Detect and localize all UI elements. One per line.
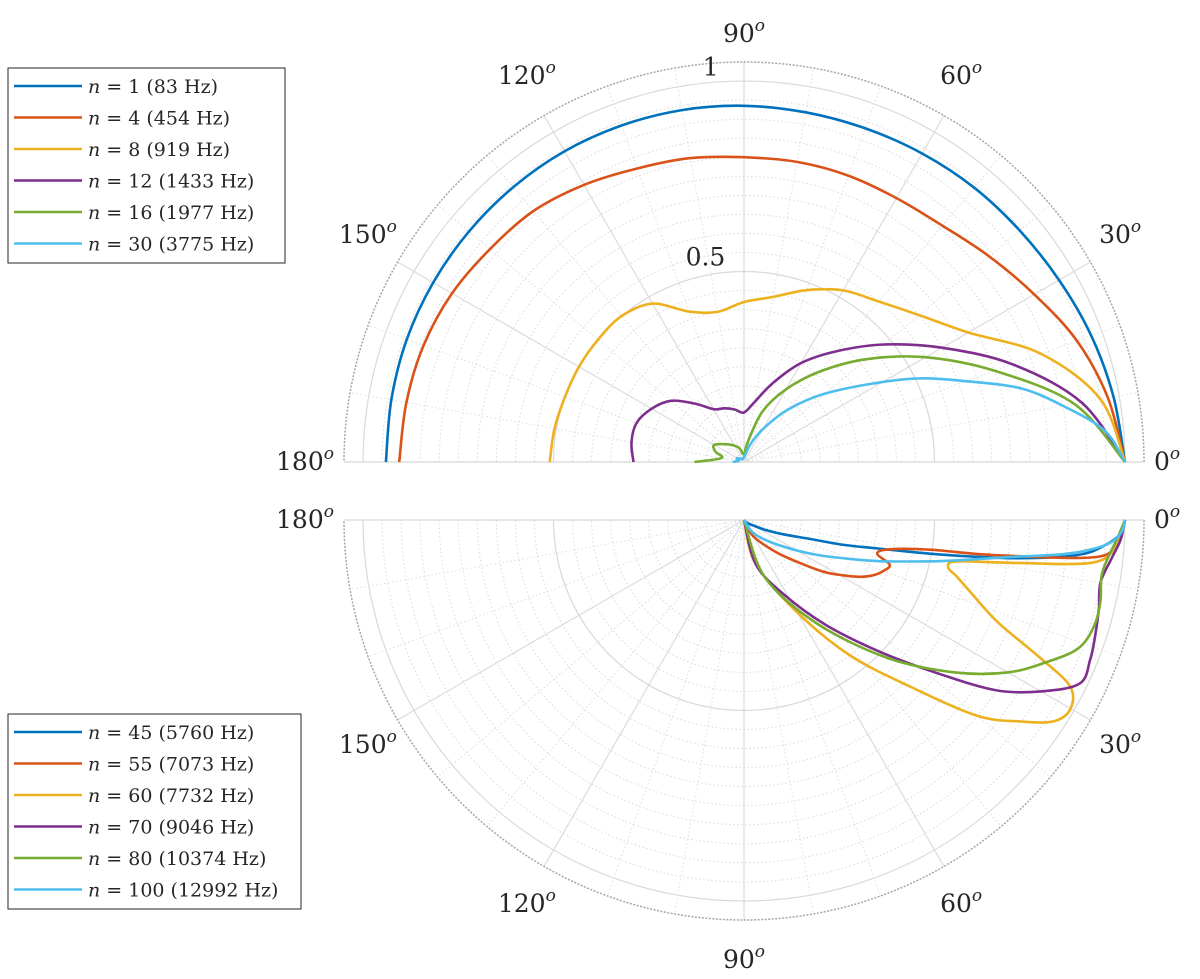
minor-grid-spoke bbox=[743, 85, 882, 463]
minor-grid-spoke bbox=[367, 324, 745, 463]
series-line-n-55 bbox=[742, 519, 1127, 579]
legend-box bbox=[7, 713, 302, 910]
minor-grid-spoke bbox=[606, 85, 745, 463]
major-grid-spoke bbox=[743, 261, 1091, 463]
series-line-n-4 bbox=[397, 155, 1127, 463]
angle-tick-label-0: 0o bbox=[1154, 444, 1180, 476]
minor-grid-spoke bbox=[674, 67, 745, 463]
minor-grid-spoke bbox=[743, 519, 1051, 778]
minor-grid-spoke bbox=[349, 392, 745, 463]
minor-grid-circle bbox=[629, 347, 859, 463]
minor-grid-spoke bbox=[743, 392, 1139, 463]
legend-entry-n-100: n = 100 (12992 Hz) bbox=[88, 880, 278, 902]
major-grid-spoke bbox=[543, 519, 745, 867]
major-grid-spoke bbox=[543, 115, 745, 463]
legend-entry-n-1: n = 1 (83 Hz) bbox=[88, 76, 218, 98]
minor-grid-circle bbox=[591, 309, 897, 463]
angle-tick-label-0: 0o bbox=[1154, 502, 1180, 534]
major-grid-spoke bbox=[743, 519, 1091, 721]
minor-grid-circle bbox=[629, 519, 859, 635]
legend-top: n = 1 (83 Hz) n = 4 (454 Hz) n = 8 (919 Hz… bbox=[7, 67, 286, 264]
series-line-n-12 bbox=[630, 342, 1127, 463]
angle-tick-label-60: 60o bbox=[940, 886, 982, 918]
series-line-n-16 bbox=[694, 355, 1126, 464]
series-line-n-8 bbox=[548, 287, 1127, 463]
angle-tick-label-150: 150o bbox=[339, 727, 397, 759]
series-line-n-60 bbox=[742, 519, 1127, 724]
series-line-n-1 bbox=[384, 104, 1127, 463]
minor-grid-spoke bbox=[437, 204, 745, 463]
angle-tick-label-120: 120o bbox=[498, 886, 556, 918]
minor-grid-circle bbox=[705, 519, 783, 559]
legend-entry-n-30: n = 30 (3775 Hz) bbox=[88, 234, 254, 256]
minor-grid-circle bbox=[457, 519, 1031, 806]
legend-bottom: n = 45 (5760 Hz) n = 55 (7073 Hz) n = 60 (… bbox=[7, 713, 302, 910]
radial-tick-label-0.5: 0.5 bbox=[686, 243, 726, 272]
major-grid-spoke bbox=[397, 261, 745, 463]
legend-entry-n-60: n = 60 (7732 Hz) bbox=[88, 785, 254, 807]
minor-grid-spoke bbox=[743, 67, 814, 463]
minor-grid-spoke bbox=[743, 155, 1002, 463]
minor-grid-circle bbox=[400, 118, 1088, 463]
minor-grid-circle bbox=[686, 404, 802, 463]
minor-grid-spoke bbox=[743, 519, 1121, 658]
legend-box bbox=[7, 67, 286, 264]
angle-tick-label-30: 30o bbox=[1099, 217, 1141, 249]
minor-grid-spoke bbox=[349, 519, 745, 590]
series-line-n-70 bbox=[742, 519, 1127, 694]
angle-tick-label-150: 150o bbox=[339, 217, 397, 249]
legend-entry-n-12: n = 12 (1433 Hz) bbox=[88, 171, 254, 193]
angle-tick-label-60: 60o bbox=[940, 58, 982, 90]
minor-grid-circle bbox=[686, 519, 802, 578]
major-grid-spoke bbox=[743, 115, 945, 463]
series-line-n-30 bbox=[732, 376, 1127, 464]
angle-tick-label-30: 30o bbox=[1099, 727, 1141, 759]
minor-grid-circle bbox=[591, 519, 897, 673]
minor-grid-spoke bbox=[486, 155, 745, 463]
legend-entry-n-80: n = 80 (10374 Hz) bbox=[88, 848, 266, 870]
minor-grid-spoke bbox=[743, 204, 1051, 463]
minor-grid-spoke bbox=[606, 519, 745, 897]
polar-outer-boundary bbox=[343, 519, 1145, 921]
angle-tick-label-120: 120o bbox=[498, 58, 556, 90]
major-grid-spoke bbox=[743, 519, 945, 867]
polar-plot-bottom: 0o 30o 60o 90o 120o 150o 180o bbox=[276, 502, 1180, 974]
legend-entry-n-16: n = 16 (1977 Hz) bbox=[88, 202, 254, 224]
series-line-n-80 bbox=[742, 519, 1127, 676]
legend-entry-n-55: n = 55 (7073 Hz) bbox=[88, 754, 254, 776]
minor-grid-spoke bbox=[743, 519, 1002, 827]
legend-entry-n-8: n = 8 (919 Hz) bbox=[88, 139, 230, 161]
angle-tick-label-90: 90o bbox=[723, 942, 765, 974]
minor-grid-spoke bbox=[743, 519, 814, 915]
minor-grid-spoke bbox=[743, 324, 1121, 463]
minor-grid-spoke bbox=[486, 519, 745, 827]
minor-grid-circle bbox=[705, 423, 783, 463]
angle-tick-label-180: 180o bbox=[276, 502, 334, 534]
legend-entry-n-70: n = 70 (9046 Hz) bbox=[88, 817, 254, 839]
minor-grid-spoke bbox=[743, 519, 882, 897]
minor-grid-spoke bbox=[367, 519, 745, 658]
major-grid-spoke bbox=[397, 519, 745, 721]
minor-grid-circle bbox=[457, 176, 1031, 463]
polar-outer-boundary bbox=[343, 61, 1145, 463]
minor-grid-spoke bbox=[674, 519, 745, 915]
minor-grid-circle bbox=[400, 519, 1088, 864]
polar-plot-top: 0o 30o 60o 90o 120o 150o 180o 0.5 1 bbox=[276, 16, 1180, 476]
angle-tick-label-180: 180o bbox=[276, 444, 334, 476]
legend-entry-n-45: n = 45 (5760 Hz) bbox=[88, 722, 254, 744]
angle-tick-label-90: 90o bbox=[723, 16, 765, 48]
series-line-n-100 bbox=[742, 519, 1127, 563]
legend-entry-n-4: n = 4 (454 Hz) bbox=[88, 108, 230, 130]
radial-tick-label-1: 1 bbox=[703, 52, 719, 81]
minor-grid-spoke bbox=[437, 519, 745, 778]
